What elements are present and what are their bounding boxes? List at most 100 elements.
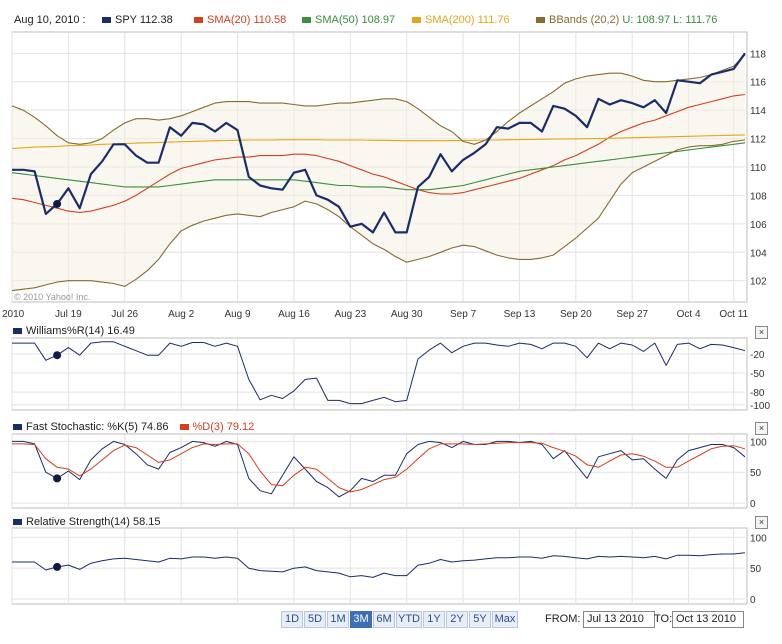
x-tick-label: Oct 4: [677, 309, 701, 320]
start-marker: [53, 474, 62, 483]
x-tick-label: Oct 11: [719, 309, 748, 320]
x-tick-label: Sep 27: [616, 309, 648, 320]
rs-header: Relative Strength(14) 58.15: [13, 516, 161, 528]
y-tick-label: 50: [750, 564, 762, 575]
y-tick-label: 0: [750, 595, 756, 606]
series-line-bbands-lower: [11, 139, 746, 292]
y-tick-label: 106: [750, 220, 767, 231]
bbands-fill: [12, 54, 745, 291]
range-button-6m[interactable]: 6M: [373, 611, 395, 628]
x-tick-label: Sep 7: [450, 309, 477, 320]
start-marker: [53, 199, 62, 208]
legend-label-sma200: SMA(200): [425, 14, 475, 26]
williams-close-button[interactable]: ×: [755, 326, 768, 339]
stoch-d-label: %D(3): [192, 421, 224, 433]
series-line-sma-50-: [11, 142, 746, 191]
range-button-5y[interactable]: 5Y: [469, 611, 491, 628]
series-line--k-5-: [12, 440, 746, 498]
legend-value-sma50: 108.97: [361, 14, 396, 26]
y-tick-label: 110: [750, 163, 766, 174]
to-label: TO:: [654, 613, 673, 625]
x-tick-label: Aug 30: [391, 309, 423, 320]
range-button-2y[interactable]: 2Y: [446, 611, 468, 628]
legend-label-bbands: BBands (20,2): [549, 14, 620, 26]
x-tick-label: 2010: [2, 309, 25, 320]
williams-label: Williams%R(14): [26, 325, 105, 337]
legend-label-sma50: SMA(50): [315, 14, 359, 26]
start-marker: [53, 351, 62, 360]
y-tick-label: 104: [750, 248, 767, 259]
series-line--d-3-: [12, 442, 746, 493]
tick-label-layer: 102 104 106 108 110 112 114 116 118 -20 -50 -80 -100…: [2, 49, 770, 606]
stoch-header: Fast Stochastic: %K(5) 74.86 %D(3) 79.12: [13, 421, 254, 433]
range-button-3m[interactable]: 3M: [350, 611, 372, 628]
y-tick-label: 116: [750, 78, 766, 89]
x-tick-label: Jul 19: [55, 309, 82, 320]
range-button-max[interactable]: Max: [492, 611, 518, 628]
range-button-5d[interactable]: 5D: [304, 611, 326, 628]
y-tick-label: -20: [750, 350, 765, 361]
range-button-1d[interactable]: 1D: [281, 611, 303, 628]
rs-close-button[interactable]: ×: [755, 516, 768, 529]
x-tick-label: Aug 23: [334, 309, 366, 320]
range-button-1y[interactable]: 1Y: [423, 611, 445, 628]
legend-item-sma200: SMA(200) 111.76: [412, 14, 510, 26]
from-label: FROM:: [545, 613, 581, 625]
y-tick-label: -80: [750, 388, 765, 399]
stoch-d-value: 79.12: [226, 421, 255, 433]
williams-header: Williams%R(14) 16.49: [13, 325, 135, 337]
x-tick-label: Sep 20: [560, 309, 592, 320]
series-line-sma-200-: [11, 134, 746, 150]
panel-frame: [11, 337, 748, 411]
rs-label: Relative Strength(14): [26, 516, 130, 528]
y-tick-label: 50: [750, 468, 762, 479]
stoch-d-swatch: [179, 424, 189, 431]
series-line-bbands-upper: [11, 54, 746, 145]
x-tick-label: Sep 13: [504, 309, 536, 320]
legend-value-sma200: 111.76: [477, 14, 510, 26]
from-date-input[interactable]: Jul 13 2010: [583, 611, 655, 628]
y-tick-label: 118: [750, 49, 766, 60]
range-button-ytd[interactable]: YTD: [396, 611, 422, 628]
series-line-williams-r-14-: [12, 341, 746, 405]
series-line-sma-20-: [11, 93, 746, 214]
x-tick-label: Aug 9: [224, 309, 251, 320]
stock-chart[interactable]: 102 104 106 108 110 112 114 116 118 -20 -50 -80 -100…: [0, 0, 782, 608]
y-tick-label: 100: [750, 437, 767, 448]
x-tick-label: Aug 16: [278, 309, 310, 320]
legend-swatch-spy: [102, 17, 111, 24]
y-tick-label: 0: [750, 499, 756, 510]
panel-frame: [11, 527, 748, 605]
x-tick-label: Aug 2: [168, 309, 195, 320]
legend-swatch-sma20: [194, 17, 203, 24]
start-marker: [53, 562, 62, 571]
to-date-input[interactable]: Oct 13 2010: [672, 611, 744, 628]
stoch-k-value: 74.86: [140, 421, 169, 433]
y-tick-label: -100: [750, 401, 770, 412]
copyright-text: © 2010 Yahoo! Inc.: [14, 292, 91, 302]
legend-value-sma20: 110.58: [253, 14, 287, 26]
stoch-k-label: Fast Stochastic: %K(5): [26, 421, 138, 433]
williams-value: 16.49: [107, 325, 135, 337]
legend-item-sma20: SMA(20) 110.58: [194, 14, 286, 26]
series-line-relative-strength-14-: [12, 552, 746, 578]
williams-swatch: [13, 328, 22, 335]
y-tick-label: 112: [750, 135, 766, 146]
legend-item-sma50: SMA(50) 108.97: [302, 14, 395, 26]
legend-swatch-sma50: [302, 17, 311, 24]
series-layer: [11, 52, 746, 578]
stoch-k-swatch: [13, 424, 22, 431]
panel-frame: [11, 433, 748, 509]
y-tick-label: 102: [750, 277, 767, 288]
legend-swatch-bbands: [536, 17, 545, 24]
legend-label-sma20: SMA(20): [207, 14, 251, 26]
legend-value-bbands: U: 108.97 L: 111.76: [622, 14, 718, 26]
stoch-close-button[interactable]: ×: [755, 422, 768, 435]
x-tick-label: Jul 26: [111, 309, 138, 320]
y-tick-label: 100: [750, 533, 767, 544]
legend-item-spy: SPY 112.38: [102, 14, 173, 26]
legend-date: Aug 10, 2010 :: [14, 14, 86, 26]
rs-value: 58.15: [133, 516, 161, 528]
y-tick-label: -50: [750, 369, 765, 380]
range-button-1m[interactable]: 1M: [327, 611, 349, 628]
